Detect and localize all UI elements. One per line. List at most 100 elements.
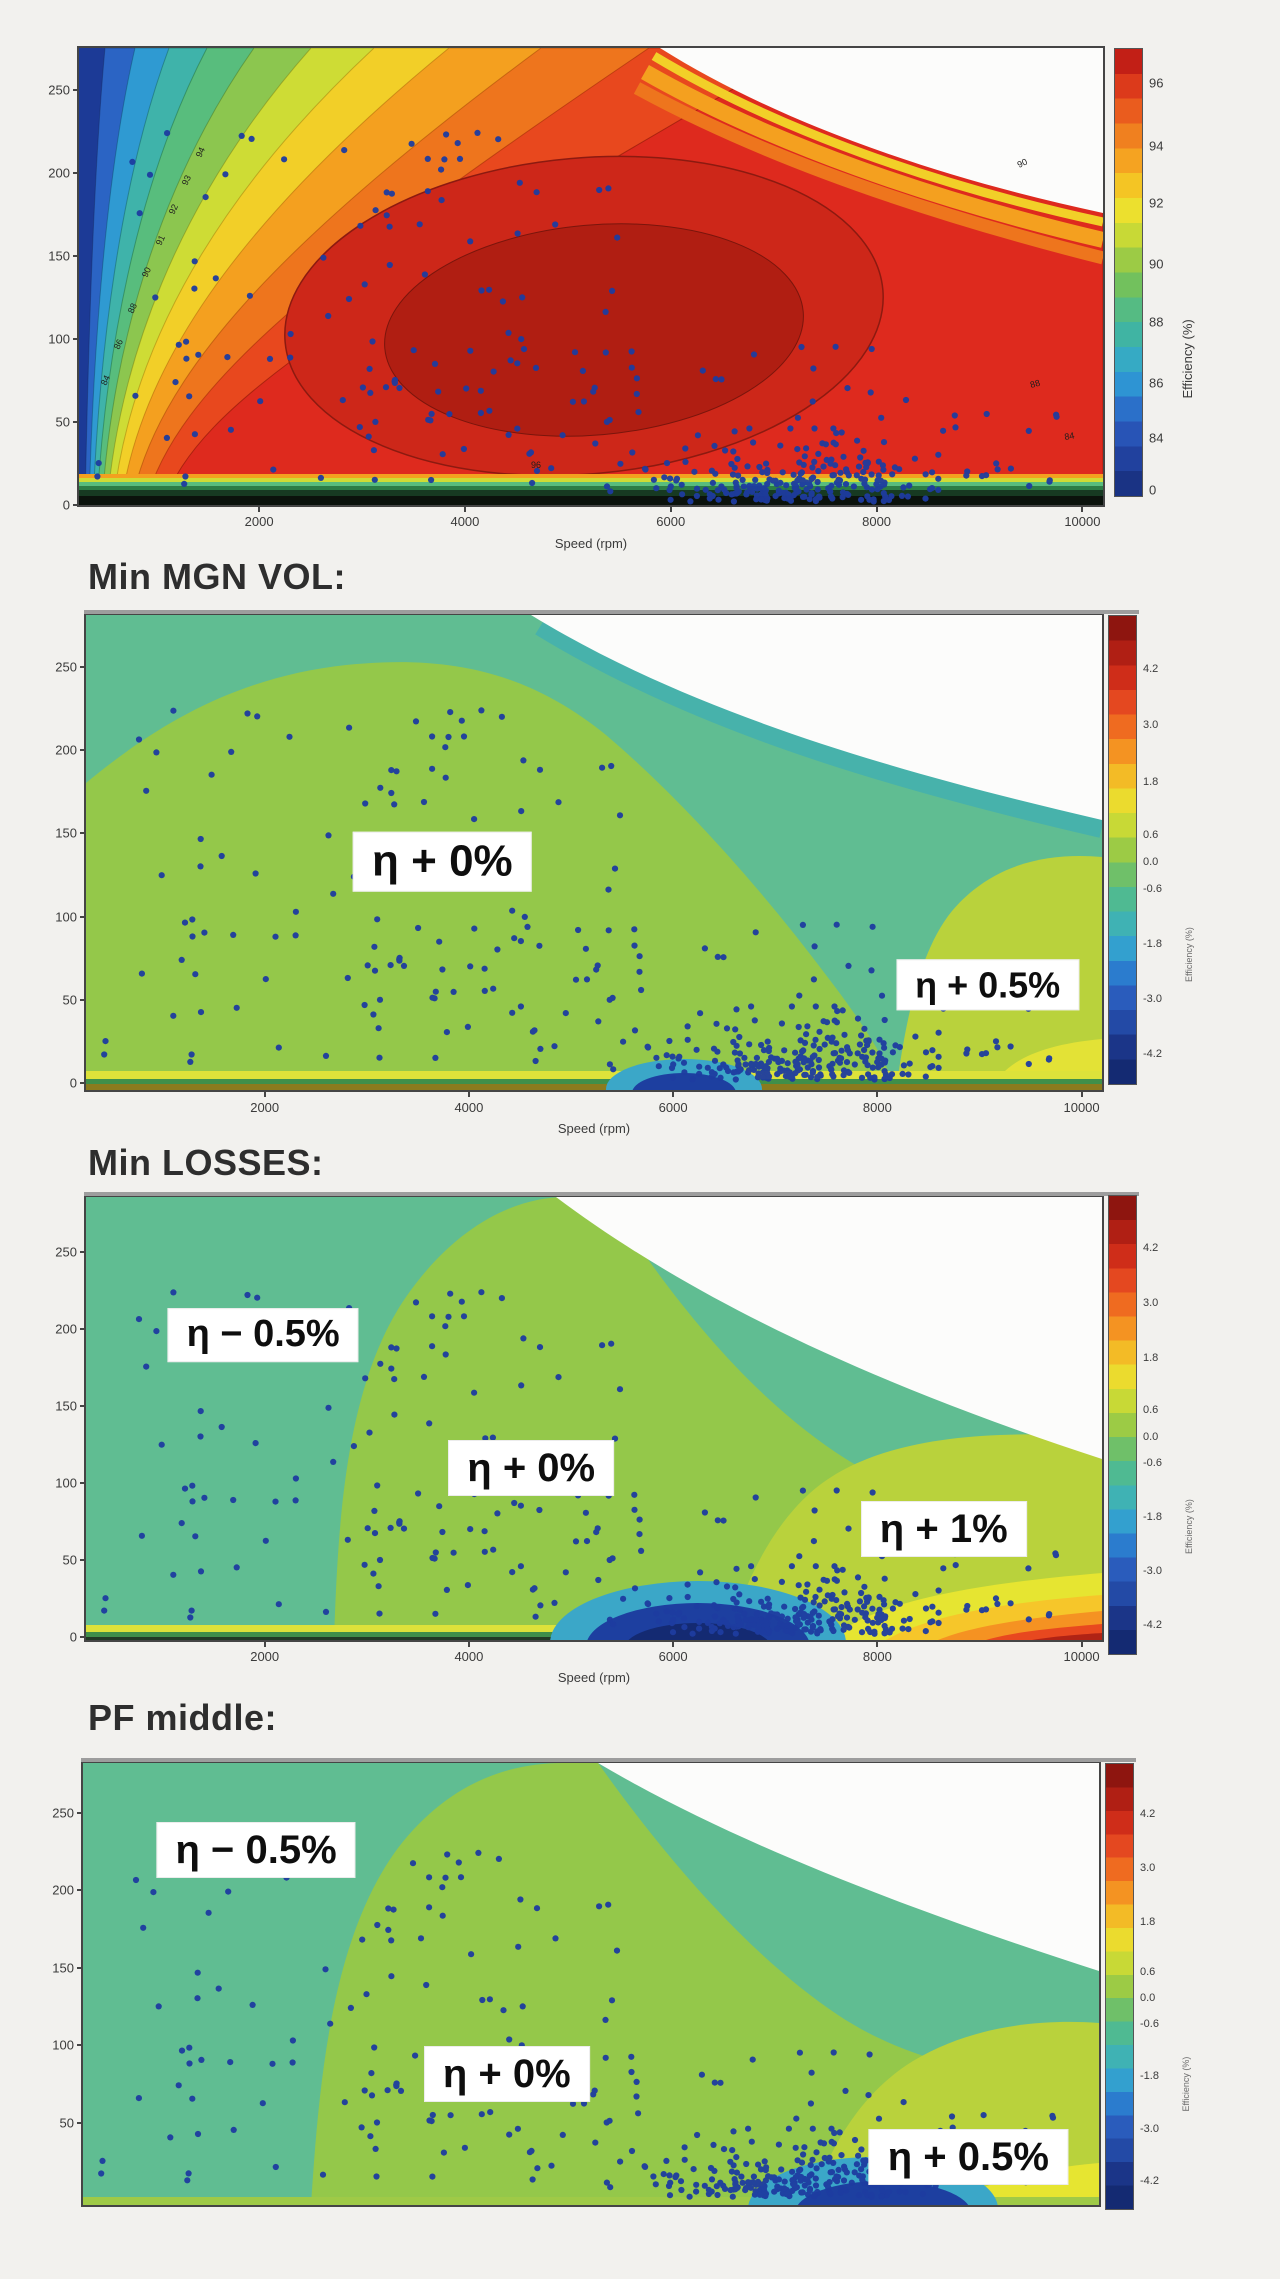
y-tick-mark: [80, 1482, 85, 1484]
contour-line-label: 86: [112, 338, 125, 351]
y-tick-label: 250: [55, 1244, 77, 1260]
x-tick-label: 8000: [862, 1100, 892, 1115]
contour-region: [79, 490, 1103, 496]
x-tick-label: 2000: [250, 1100, 280, 1115]
motor-efficiency-map-contour-canvas: 84 86 88 90 91 92 93 94 96 90 88 84: [79, 48, 1103, 505]
colorbar-tick-label: -0.6: [1143, 1457, 1162, 1470]
y-tick-label: 250: [55, 659, 77, 675]
figure-top-frame: [84, 1192, 1139, 1196]
y-tick-label: 100: [55, 909, 77, 925]
colorbar-tick-label: 0.6: [1143, 828, 1159, 841]
x-tick-label: 2000: [250, 1649, 280, 1664]
y-tick-label: 150: [55, 1398, 77, 1414]
contour-line-label: 94: [194, 146, 207, 159]
motor-efficiency-map-plot: 84 86 88 90 91 92 93 94 96 90 88 84: [77, 46, 1105, 507]
x-tick-label: 6000: [658, 1100, 688, 1115]
contour-region: [598, 1763, 1099, 1971]
colorbar-tick-label: -1.8: [1140, 2069, 1159, 2082]
y-tick-mark: [80, 915, 85, 918]
min-losses-delta-map-contour-canvas: [86, 1197, 1102, 1640]
section-title-min-mgn-vol: Min MGN VOL:: [88, 556, 346, 597]
contour-region: [531, 615, 1102, 820]
y-tick-label: 250: [48, 82, 70, 97]
y-tick-label: 0: [69, 1629, 77, 1645]
contour-line-label: 90: [140, 266, 153, 279]
y-tick-label: 50: [59, 2115, 74, 2130]
contour-line-label: 90: [1016, 157, 1029, 170]
x-tick-mark: [876, 1092, 879, 1097]
contour-region: [384, 223, 804, 437]
contour-region: [660, 48, 1103, 213]
x-tick-mark: [263, 1642, 266, 1647]
y-tick-mark: [80, 998, 85, 1001]
colorbar-tick-label: 0.6: [1143, 1404, 1159, 1417]
x-tick-mark: [672, 1642, 675, 1647]
x-tick-mark: [258, 507, 261, 512]
x-tick-label: 10000: [1064, 514, 1101, 529]
y-tick-label: 0: [62, 497, 70, 513]
y-tick-mark: [73, 171, 78, 174]
y-tick-mark: [77, 1811, 82, 1814]
x-axis-title: Speed (rpm): [554, 536, 628, 551]
y-tick-mark: [77, 2044, 82, 2046]
colorbar-axis-title: Efficiency (%): [1181, 2056, 1191, 2112]
contour-region: [535, 615, 1102, 838]
colorbar-tick-label: -3.0: [1143, 993, 1162, 1006]
contour-region: [79, 496, 1103, 505]
min-mgn-vol-delta-map-contour-canvas: [86, 615, 1102, 1090]
eta-annotation: η + 0%: [353, 831, 532, 892]
x-tick-label: 10000: [1063, 1649, 1100, 1664]
min-losses-delta-map-plot: [84, 1195, 1104, 1642]
contour-line-label: 88: [126, 302, 139, 315]
y-tick-mark: [73, 337, 78, 340]
y-tick-label: 100: [48, 331, 70, 347]
colorbar-tick-label: -1.8: [1143, 1511, 1162, 1523]
y-tick-mark: [80, 749, 85, 752]
section-title-min-losses: Min LOSSES:: [88, 1142, 324, 1183]
x-tick-label: 4000: [450, 514, 480, 529]
colorbar-tick-label: 3.0: [1143, 1297, 1159, 1310]
x-axis-title: Speed (rpm): [557, 1121, 631, 1136]
figure-top-frame: [81, 1758, 1136, 1762]
contour-region: [641, 65, 1103, 248]
colorbar-tick-label: 88: [1149, 314, 1164, 330]
operating-points-scatter: [94, 129, 1060, 505]
x-tick-label: 6000: [656, 514, 686, 529]
y-tick-mark: [77, 2121, 82, 2124]
eta-annotation: η + 0.5%: [896, 959, 1080, 1011]
motor-efficiency-map-colorbar: [1114, 48, 1143, 497]
y-tick-label: 0: [69, 1075, 77, 1091]
x-tick-mark: [467, 1092, 470, 1097]
y-tick-mark: [80, 1636, 85, 1638]
figure-top-frame: [84, 610, 1139, 614]
colorbar-tick-label: 0: [1149, 482, 1157, 498]
pf-middle-delta-map-colorbar: [1105, 1763, 1134, 2210]
eta-annotation: η + 0.5%: [868, 2128, 1068, 2185]
contour-region: [633, 82, 1103, 265]
x-tick-mark: [463, 507, 466, 512]
min-mgn-vol-delta-map-plot: [84, 613, 1104, 1092]
colorbar-tick-label: 0.0: [1143, 855, 1159, 868]
colorbar-tick-label: 96: [1149, 75, 1164, 91]
x-tick-label: 8000: [862, 1649, 892, 1664]
operating-points-scatter: [98, 1849, 1057, 2200]
x-tick-mark: [467, 1642, 470, 1647]
colorbar-tick-label: 94: [1149, 138, 1164, 154]
contour-region: [79, 486, 1103, 490]
colorbar-tick-label: 0.0: [1140, 1991, 1156, 2004]
x-tick-label: 4000: [454, 1649, 484, 1664]
colorbar-tick-label: -4.2: [1143, 1048, 1162, 1061]
contour-line-label: 84: [1064, 430, 1076, 442]
x-tick-mark: [263, 1092, 266, 1097]
y-tick-mark: [80, 1251, 85, 1253]
colorbar-tick-label: 4.2: [1140, 1808, 1156, 1821]
colorbar-tick-label: 86: [1149, 375, 1164, 390]
contour-line-label: 91: [154, 234, 167, 247]
contour-region: [1032, 1633, 1102, 1640]
y-tick-label: 150: [48, 248, 70, 264]
colorbar-tick-label: 90: [1149, 256, 1164, 272]
eta-annotation: η + 1%: [860, 1501, 1027, 1558]
y-tick-label: 50: [62, 1552, 77, 1568]
colorbar-tick-label: -4.2: [1140, 2174, 1159, 2187]
